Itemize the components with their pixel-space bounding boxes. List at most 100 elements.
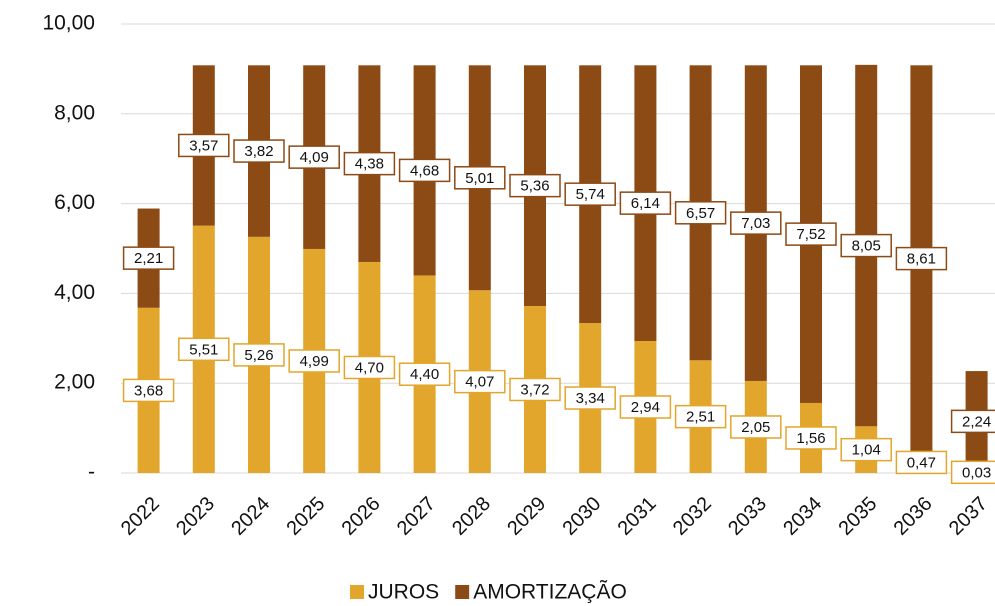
data-label-box [730,211,782,235]
data-label-text: 4,99 [300,353,329,370]
y-tick-label: 8,00 [54,101,95,124]
data-label-text: 2,24 [962,413,991,430]
data-label-text: 0,47 [907,454,936,471]
x-tick-label: 2028 [448,493,495,540]
data-label: 0,03 [950,460,995,485]
data-label-box [619,191,672,215]
data-label: 3,34 [564,386,616,410]
data-label: 3,68 [122,378,175,403]
data-label: 5,51 [178,337,230,362]
data-label-box [950,460,995,485]
y-tick-label: 4,00 [54,281,95,304]
data-label-box [509,173,561,198]
data-label-box [840,437,892,462]
data-label-text: 0,03 [962,464,991,481]
data-label-text: 5,26 [244,347,273,364]
data-label-text: 4,68 [410,162,439,179]
data-label-box [785,426,837,450]
data-label-box [122,246,175,270]
data-label-box [398,158,451,183]
data-label-text: 5,74 [576,186,605,203]
data-label: 2,51 [674,404,727,429]
data-label: 5,74 [564,182,616,206]
legend-label: JUROS [368,581,439,604]
data-label: 4,68 [398,158,451,183]
data-label: 0,47 [895,450,948,475]
data-label: 4,40 [398,362,451,386]
data-label-box [178,337,230,362]
data-label-text: 4,38 [355,156,384,173]
y-tick-label: - [88,461,95,484]
data-label-text: 5,01 [465,170,494,187]
data-label-box [674,201,727,225]
data-label-text: 8,61 [907,251,936,268]
data-label-text: 3,82 [244,143,273,160]
data-label-box [233,139,285,163]
x-tick-label: 2032 [669,493,716,540]
x-tick-label: 2037 [945,493,992,540]
data-label-box [895,246,948,271]
data-label-text: 2,94 [631,399,660,416]
data-label: 8,05 [840,233,892,258]
data-label: 3,72 [509,377,561,402]
data-label: 5,01 [454,166,506,190]
data-label-box [509,377,561,402]
data-label: 4,07 [454,369,506,394]
data-label-text: 7,03 [741,215,770,232]
y-tick-label: 2,00 [54,371,95,394]
y-tick-label: 10,00 [42,12,95,35]
data-label-box [564,386,616,410]
data-label-box [619,395,672,419]
x-tick-label: 2029 [503,493,550,540]
x-tick-label: 2026 [338,493,385,540]
data-label-text: 3,34 [576,390,605,407]
legend-label: AMORTIZAÇÃO [473,580,627,604]
data-label-box [288,349,340,373]
data-label-box [785,222,837,246]
data-label: 4,38 [343,151,396,176]
data-label: 7,03 [730,211,782,235]
data-label-text: 3,68 [134,382,163,399]
data-label-text: 6,14 [631,195,660,212]
data-label-text: 5,51 [189,341,218,358]
data-label-text: 7,52 [796,226,825,243]
data-label-box [178,133,230,158]
data-label-text: 3,72 [520,381,549,398]
data-label-text: 6,57 [686,205,715,222]
data-label-box [950,409,995,434]
data-label-box [564,182,616,206]
data-label-box [288,145,340,169]
data-label-text: 4,70 [355,359,384,376]
data-label-box [895,450,948,475]
x-tick-label: 2027 [393,493,440,540]
x-tick-label: 2022 [117,493,164,540]
data-label-box [730,415,782,439]
data-label: 4,09 [288,145,340,169]
x-tick-label: 2034 [779,493,826,540]
data-label-text: 5,36 [520,178,549,195]
legend-swatch [350,585,364,599]
x-tick-label: 2031 [614,493,661,540]
data-label-box [454,166,506,190]
data-label-box [674,404,727,429]
data-label-text: 1,04 [852,442,881,459]
data-label: 1,04 [840,437,892,462]
x-tick-label: 2033 [724,493,771,540]
data-label-text: 2,05 [741,419,770,436]
data-label-box [398,362,451,386]
x-tick-label: 2035 [834,493,881,540]
data-label-box [454,369,506,394]
x-tick-label: 2030 [558,493,605,540]
data-label-box [343,355,396,380]
data-label-text: 4,09 [300,149,329,166]
x-tick-label: 2025 [282,493,329,540]
data-label-box [233,343,285,367]
x-tick-label: 2023 [172,493,219,540]
data-label: 7,52 [785,222,837,246]
data-label-text: 2,51 [686,409,715,426]
data-label-text: 3,57 [189,137,218,154]
data-label-box [343,151,396,176]
data-label: 1,56 [785,426,837,450]
data-label: 2,24 [950,409,995,434]
data-label: 4,99 [288,349,340,373]
